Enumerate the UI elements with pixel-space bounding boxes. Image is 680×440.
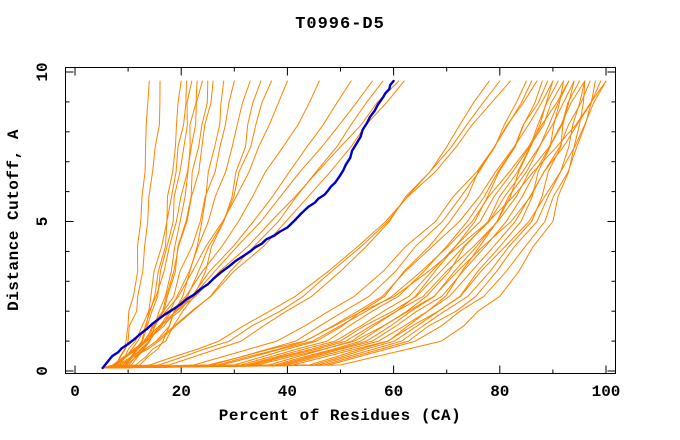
prediction-curve xyxy=(102,80,607,369)
prediction-curve xyxy=(102,80,352,369)
prediction-curve xyxy=(102,80,235,369)
prediction-curve xyxy=(102,80,538,369)
prediction-curve xyxy=(102,80,214,369)
prediction-curve xyxy=(102,80,586,369)
prediction-curve xyxy=(102,80,262,369)
highlighted-model-curve xyxy=(101,79,395,370)
prediction-curve xyxy=(102,80,209,369)
y-tick-label: 5 xyxy=(34,217,52,227)
y-tick-label: 10 xyxy=(34,62,52,81)
plot-area: 0 20 40 60 80 100 0 5 10 xyxy=(34,62,620,401)
x-tick-label: 20 xyxy=(172,383,191,401)
prediction-curve xyxy=(102,80,596,369)
x-tick-label: 0 xyxy=(70,383,80,401)
y-tick-label: 0 xyxy=(34,366,52,376)
x-tick-label: 40 xyxy=(278,383,297,401)
prediction-curve xyxy=(102,80,602,369)
prediction-curve xyxy=(102,80,272,369)
prediction-curve xyxy=(102,80,490,369)
prediction-curve xyxy=(102,80,511,369)
prediction-curve xyxy=(102,80,570,369)
prediction-curve xyxy=(102,80,559,369)
prediction-curve xyxy=(102,80,400,369)
prediction-curve xyxy=(102,80,225,369)
x-tick-label: 100 xyxy=(592,383,621,401)
prediction-curve xyxy=(102,80,320,369)
x-tick-label: 60 xyxy=(384,383,403,401)
prediction-curve xyxy=(102,80,405,369)
prediction-curve xyxy=(102,80,607,369)
prediction-curve xyxy=(102,80,501,369)
x-tick-label: 80 xyxy=(490,383,509,401)
x-axis-label: Percent of Residues (CA) xyxy=(219,407,461,425)
y-axis-label: Distance Cutoff, A xyxy=(5,129,23,311)
chart-title: T0996-D5 xyxy=(295,15,385,34)
